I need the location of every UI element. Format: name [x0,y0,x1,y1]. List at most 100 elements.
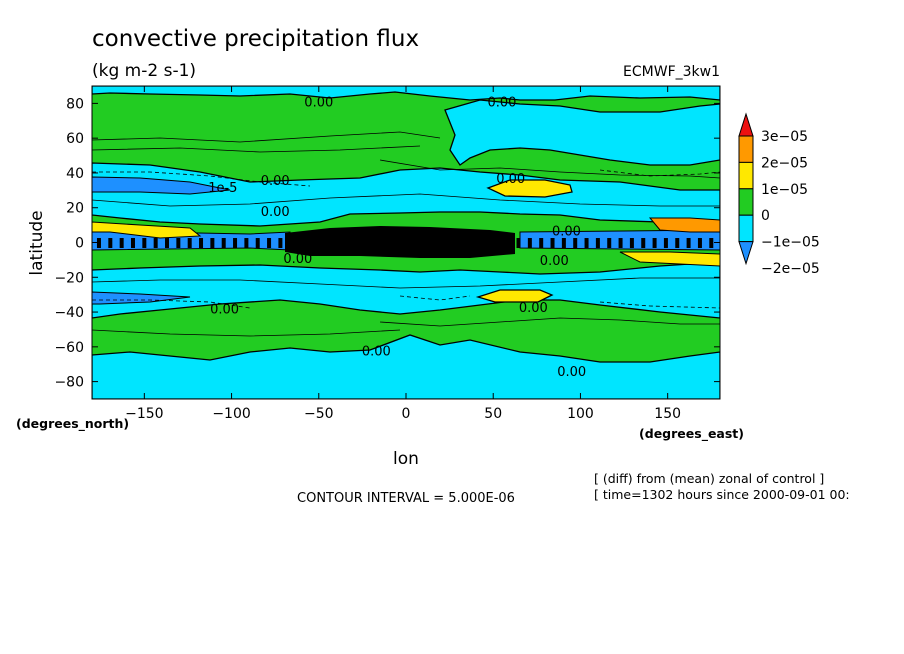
equator-mark [165,238,170,249]
equator-mark [686,238,691,249]
x-axis-label: lon [393,449,419,469]
equator-mark [516,238,521,249]
contour-label: 0.00 [487,96,516,111]
region-blue-nw [92,176,231,195]
equator-mark [176,238,181,249]
x-tick-label: 150 [654,406,681,422]
region-pos-e-equator-south [619,251,720,267]
region-pos-w-equator [92,221,202,239]
colorbar-top-arrow [738,112,754,137]
region-neg-north-pacific [444,99,720,166]
equator-mark [573,238,578,249]
y-tick-label: −80 [54,375,84,391]
equator-mark [505,238,510,249]
region-pos-north [486,179,573,198]
y-tick-label: −40 [54,305,84,321]
plot-area: 0.00 0.00 1e-5 0.00 0.00 0.00 0.00 0.00 0.00 0.00… [92,86,720,399]
contour-label: 0.00 [362,344,391,359]
equator-mark [561,238,566,249]
x-unit-label: (degrees_east) [639,426,744,442]
equator-mark [697,238,702,249]
y-axis-label: latitude [27,210,47,275]
chart-title: convective precipitation flux [92,26,419,52]
equator-mark [142,238,147,249]
equator-mark [584,238,589,249]
equator-mark [108,238,113,249]
contour-label: 0.00 [519,301,548,316]
region-pos-e-equator [648,217,720,233]
equator-mark [652,238,657,249]
contour-label: 1e-5 [208,181,237,196]
x-tick-label: −100 [212,406,250,422]
contour-lines [92,131,720,337]
colorbar-label: 2e−05 [761,155,808,171]
contour-interval: CONTOUR INTERVAL = 5.000E-06 [297,491,515,506]
equator-mark [221,238,226,249]
equator-mark [278,238,283,249]
equator-mark [539,238,544,249]
contour-label: 0.00 [210,303,239,318]
region-blue-sw [92,291,191,305]
contour-label: 0.00 [261,205,290,220]
equator-mark [663,238,668,249]
y-tick-label: −20 [54,270,84,286]
region-pos-south [475,289,554,303]
region-neg-arctic [92,86,720,101]
equator-mark [96,238,101,249]
colorbar-segment [738,214,754,243]
note-diff: [ (diff) from (mean) zonal of control ] [594,471,824,486]
y-tick-label: 60 [66,131,84,147]
equator-mark [130,238,135,249]
colorbar-segment [738,161,754,190]
contour-label: 0.00 [540,254,569,269]
equator-mark [675,238,680,249]
colorbar-segment [738,188,754,216]
colorbar: 3e−05 2e−05 1e−05 0 −1e−05 −2e−05 [738,112,820,277]
contour-label: 0.00 [304,96,333,111]
negative-contour-lines [92,169,720,309]
colorbar-label: 0 [761,208,770,224]
equator-mark [210,238,215,249]
equator-mark [267,238,272,249]
equator-mark [244,238,249,249]
equator-mark [482,238,487,249]
model-label: ECMWF_3kw1 [623,64,720,80]
x-tick-label: −50 [304,406,334,422]
equator-mark [641,238,646,249]
equatorial-marks [96,238,714,249]
contour-label: 0.00 [283,252,312,267]
y-tick-label: 0 [75,236,84,252]
contour-label: 0.00 [557,365,586,380]
colorbar-label: −1e−05 [761,235,820,251]
x-tick-label: −150 [125,406,163,422]
contour-label: 0.00 [552,224,581,239]
y-tick-label: 80 [66,96,84,112]
equator-mark [607,238,612,249]
equator-mark [153,238,158,249]
equator-mark [233,238,238,249]
x-axis: −150 −100 −50 0 50 100 150 [125,86,681,422]
equator-mark [618,238,623,249]
region-neg-southern-ocean [92,334,720,399]
equator-mark [493,238,498,249]
equator-mark [255,238,260,249]
y-tick-label: 40 [66,166,84,182]
colorbar-segment [738,135,754,163]
equator-mark [550,238,555,249]
x-tick-label: 100 [567,406,594,422]
equator-mark [187,238,192,249]
x-tick-label: 0 [402,406,411,422]
contour-label: 0.00 [261,174,290,189]
y-unit-label: (degrees_north) [16,416,129,432]
contour-labels: 0.00 0.00 1e-5 0.00 0.00 0.00 0.00 0.00 0.00 0.00… [208,96,586,381]
region-neg-southern-band [92,261,720,319]
note-time: [ time=1302 hours since 2000-09-01 00: [594,487,850,502]
equator-mark [527,238,532,249]
colorbar-label: 3e−05 [761,129,808,145]
colorbar-label: 1e−05 [761,182,808,198]
x-tick-label: 50 [484,406,502,422]
equator-mark [709,238,714,249]
equator-mark [119,238,124,249]
colorbar-label: −2e−05 [761,261,820,277]
